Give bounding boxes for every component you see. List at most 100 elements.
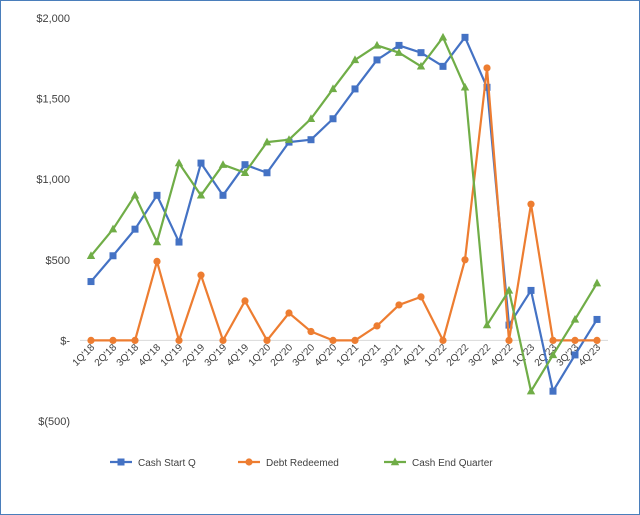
x-tick-label: 3Q'21 xyxy=(379,342,406,369)
data-point-triangle xyxy=(390,457,400,466)
data-point-triangle xyxy=(284,135,294,143)
legend-item: Cash End Quarter xyxy=(384,457,493,469)
legend-item: Debt Redeemed xyxy=(238,458,339,469)
data-point-square xyxy=(395,41,403,49)
data-point-circle xyxy=(439,336,447,344)
data-point-triangle xyxy=(86,251,96,259)
data-point-circle xyxy=(571,336,579,344)
data-point-circle xyxy=(461,256,469,264)
series-line xyxy=(90,36,598,393)
data-point-square xyxy=(307,136,315,144)
series-line xyxy=(90,36,598,393)
data-point-circle xyxy=(197,271,205,279)
data-point-circle xyxy=(263,336,271,344)
data-point-triangle xyxy=(306,114,316,122)
data-point-square xyxy=(439,62,447,70)
data-point-triangle xyxy=(218,160,228,168)
data-point-circle xyxy=(417,293,425,301)
data-point-square xyxy=(483,83,491,91)
data-point-square xyxy=(175,238,183,246)
data-point-circle xyxy=(219,336,227,344)
data-point-square xyxy=(109,252,117,260)
data-point-triangle xyxy=(548,350,558,359)
data-point-square xyxy=(197,159,205,167)
data-point-square xyxy=(153,191,161,199)
data-point-triangle xyxy=(350,55,360,64)
data-point-square xyxy=(351,85,359,93)
data-point-triangle xyxy=(174,158,184,167)
data-point-square xyxy=(87,278,95,286)
data-point-triangle xyxy=(130,190,140,199)
data-point-square xyxy=(219,191,227,199)
data-point-triangle xyxy=(504,285,514,294)
data-point-circle xyxy=(329,336,337,344)
data-point-square xyxy=(131,225,139,233)
data-point-triangle xyxy=(592,278,602,287)
data-point-circle xyxy=(87,336,95,344)
data-point-square xyxy=(373,56,381,64)
data-point-circle xyxy=(109,336,117,344)
data-point-square xyxy=(461,33,469,41)
data-point-triangle xyxy=(152,237,162,246)
data-point-square xyxy=(117,458,125,466)
y-tick-label: $1,000 xyxy=(36,174,70,186)
y-tick-label: $- xyxy=(60,335,70,347)
data-point-triangle xyxy=(262,137,272,146)
data-point-triangle xyxy=(482,320,492,329)
data-point-circle xyxy=(373,322,381,330)
data-point-circle xyxy=(241,297,249,305)
data-point-circle xyxy=(131,336,139,344)
series-1 xyxy=(87,64,601,344)
x-tick-label: 3Q'20 xyxy=(291,342,318,369)
data-point-circle xyxy=(395,301,403,309)
data-point-circle xyxy=(527,200,535,208)
data-point-square xyxy=(571,351,579,359)
data-point-square xyxy=(417,49,425,57)
x-tick-label: 2Q'22 xyxy=(445,342,472,369)
data-point-triangle xyxy=(196,190,206,199)
data-point-triangle xyxy=(526,386,536,395)
data-point-triangle xyxy=(438,32,448,41)
series-2 xyxy=(86,32,602,395)
data-point-circle xyxy=(285,309,293,317)
x-tick-label: 2Q'21 xyxy=(357,342,384,369)
x-tick-label: 1Q'20 xyxy=(247,342,274,369)
data-point-triangle xyxy=(328,84,338,93)
data-point-triangle xyxy=(570,314,580,323)
legend-label: Debt Redeemed xyxy=(266,458,339,469)
y-axis: $2,000 $1,500 $1,000 $500 $- $(500) xyxy=(36,13,70,428)
data-point-circle xyxy=(549,336,557,344)
x-tick-label: 3Q'22 xyxy=(467,342,494,369)
data-point-circle xyxy=(175,336,183,344)
legend: Cash Start Q Debt Redeemed Cash End Quarte… xyxy=(110,457,493,469)
legend-label: Cash End Quarter xyxy=(412,458,493,469)
x-tick-label: 4Q'22 xyxy=(489,342,516,369)
legend-label: Cash Start Q xyxy=(138,458,196,469)
x-axis: 1Q'182Q'183Q'184Q'181Q'192Q'193Q'194Q'19… xyxy=(71,339,608,369)
data-point-triangle xyxy=(394,48,404,56)
x-tick-label: 4Q'18 xyxy=(137,342,164,369)
data-point-circle xyxy=(351,336,359,344)
y-tick-label: $(500) xyxy=(38,416,70,428)
data-point-square xyxy=(593,315,601,323)
y-tick-label: $500 xyxy=(46,255,70,267)
x-tick-label: 1Q'19 xyxy=(159,342,186,369)
series-line xyxy=(91,66,597,342)
data-point-triangle xyxy=(416,61,426,70)
x-tick-label: 1Q'21 xyxy=(335,342,362,369)
data-point-circle xyxy=(245,458,253,466)
data-point-square xyxy=(329,115,337,123)
data-point-triangle xyxy=(240,168,250,176)
legend-item: Cash Start Q xyxy=(110,458,196,469)
data-point-square xyxy=(549,387,557,395)
data-point-triangle xyxy=(108,224,118,233)
x-tick-label: 4Q'19 xyxy=(225,342,252,369)
data-point-triangle xyxy=(372,40,382,49)
x-tick-label: 4Q'21 xyxy=(401,342,428,369)
x-tick-label: 4Q'20 xyxy=(313,342,340,369)
data-point-square xyxy=(505,321,513,329)
data-point-triangle xyxy=(460,82,470,91)
series-layer xyxy=(86,32,602,395)
